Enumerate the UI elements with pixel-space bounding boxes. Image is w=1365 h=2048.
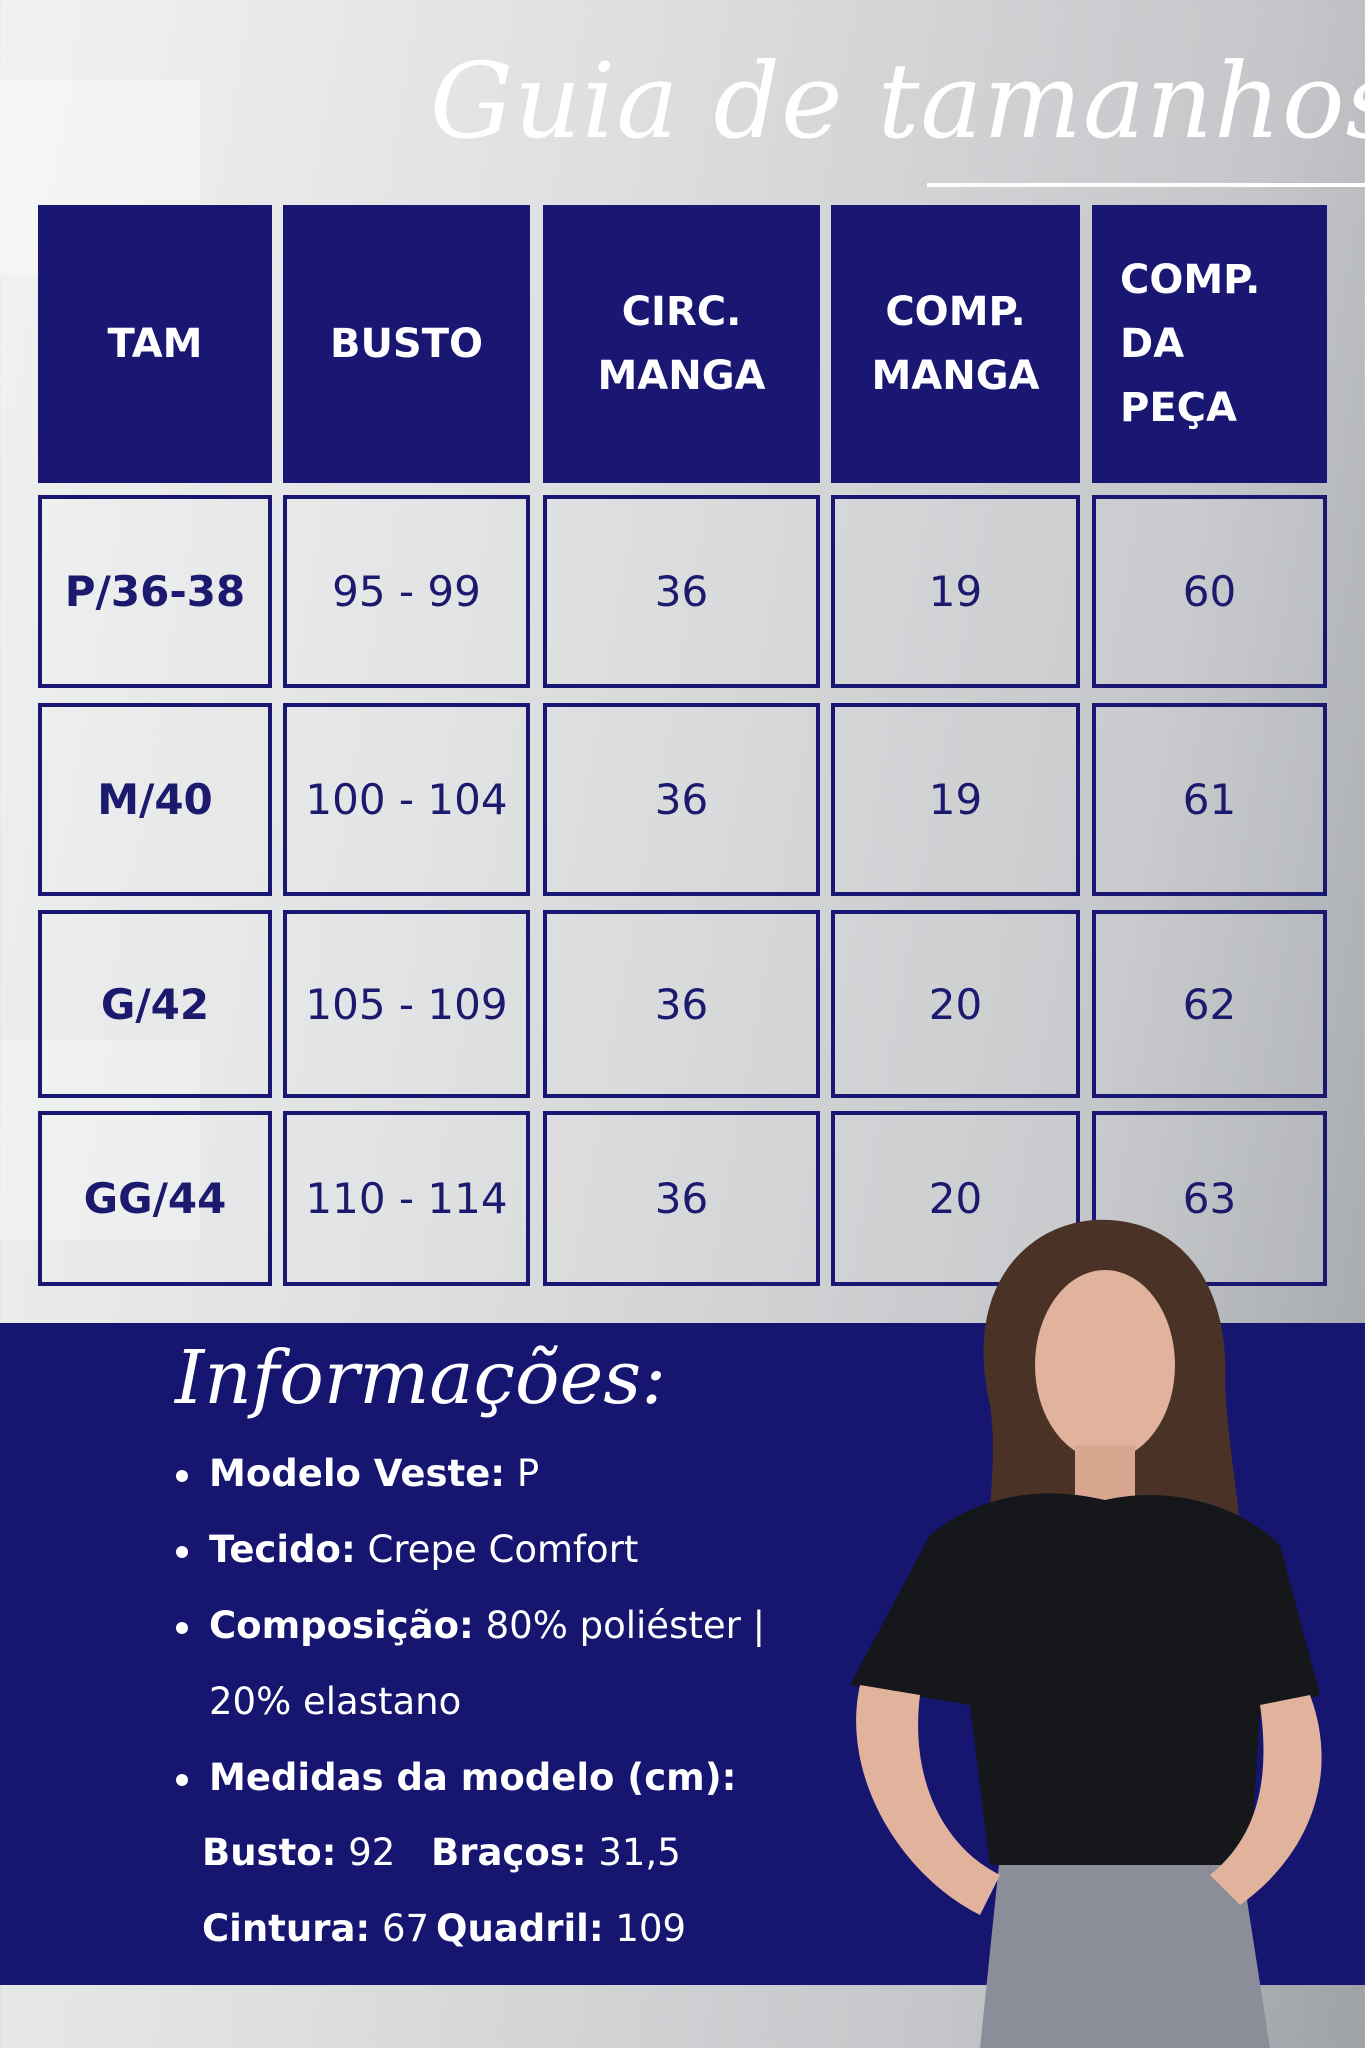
cell-comp-manga: 20 <box>831 1111 1080 1286</box>
medidas-heading: Medidas da modelo (cm): <box>209 1756 736 1799</box>
cell-comp-manga: 19 <box>831 703 1080 896</box>
pants <box>980 1855 1270 2048</box>
info-title: Informações: <box>175 1335 667 1421</box>
header-line: COMP. <box>1120 257 1261 303</box>
label: Modelo Veste: <box>209 1452 506 1495</box>
header-label: BUSTO <box>330 312 483 376</box>
value: 92 <box>336 1831 396 1874</box>
header-label: TAM <box>108 312 203 376</box>
header-label: COMP. MANGA <box>871 280 1039 408</box>
bullet-icon <box>176 1622 188 1634</box>
cell-circ-manga: 36 <box>543 1111 820 1286</box>
bullet-icon <box>176 1470 188 1482</box>
cell-circ-manga: 36 <box>543 703 820 896</box>
header-line: MANGA <box>597 353 766 399</box>
header-tam: TAM <box>38 205 272 483</box>
bullet-icon <box>176 1546 188 1558</box>
cell-tam: P/36-38 <box>38 495 272 688</box>
page-title: Guia de tamanhos <box>430 40 1365 162</box>
header-line: PEÇA <box>1120 385 1237 431</box>
cell-comp-peca: 60 <box>1092 495 1327 688</box>
value: P <box>505 1452 540 1495</box>
value: Crepe Comfort <box>355 1528 639 1571</box>
header-line: DA <box>1120 321 1185 367</box>
header-line: BUSTO <box>329 321 484 367</box>
value: 80% poliéster | <box>473 1604 766 1647</box>
label: Busto: <box>202 1831 337 1874</box>
composicao: Composição: 80% poliéster | <box>209 1604 765 1647</box>
cintura-measure: Cintura: 67 <box>202 1907 429 1950</box>
busto-measure: Busto: 92 <box>202 1831 395 1874</box>
header-comp-manga: COMP. MANGA <box>831 205 1080 483</box>
blouse <box>850 1493 1320 1865</box>
cell-busto: 110 - 114 <box>283 1111 530 1286</box>
modelo-veste: Modelo Veste: P <box>209 1452 539 1495</box>
bracos-measure: Braços: 31,5 <box>431 1831 681 1874</box>
background-decoration <box>0 1040 200 1240</box>
label: Composição: <box>209 1604 474 1647</box>
composicao-cont: 20% elastano <box>209 1680 462 1723</box>
header-line: TAM <box>107 321 203 367</box>
header-line: CIRC. <box>621 289 742 335</box>
quadril-measure: Quadril: 109 <box>436 1907 686 1950</box>
title-underline <box>927 183 1365 187</box>
model-photo <box>850 1219 1322 2048</box>
header-comp-peca: COMP. DA PEÇA <box>1092 205 1327 483</box>
arm <box>1210 1695 1322 1905</box>
cell-busto: 100 - 104 <box>283 703 530 896</box>
face <box>1035 1270 1175 1460</box>
tecido: Tecido: Crepe Comfort <box>209 1528 638 1571</box>
bullet-icon <box>176 1774 188 1786</box>
value: 67 <box>370 1907 430 1950</box>
header-line: MANGA <box>871 353 1040 399</box>
label: Braços: <box>431 1831 587 1874</box>
cell-tam: GG/44 <box>38 1111 272 1286</box>
cell-busto: 95 - 99 <box>283 495 530 688</box>
label: Tecido: <box>209 1528 356 1571</box>
cell-circ-manga: 36 <box>543 910 820 1098</box>
cell-tam: G/42 <box>38 910 272 1098</box>
header-label: COMP. DA PEÇA <box>1120 248 1260 440</box>
label: Cintura: <box>202 1907 371 1950</box>
arm <box>856 1685 1000 1915</box>
cell-busto: 105 - 109 <box>283 910 530 1098</box>
cell-comp-manga: 20 <box>831 910 1080 1098</box>
cell-comp-peca: 61 <box>1092 703 1327 896</box>
value: 31,5 <box>586 1831 681 1874</box>
cell-circ-manga: 36 <box>543 495 820 688</box>
label: Medidas da modelo (cm): <box>209 1756 737 1799</box>
cell-comp-peca: 62 <box>1092 910 1327 1098</box>
header-line: COMP. <box>885 289 1026 335</box>
cell-tam: M/40 <box>38 703 272 896</box>
cell-comp-manga: 19 <box>831 495 1080 688</box>
header-label: CIRC. MANGA <box>597 280 765 408</box>
value: 109 <box>603 1907 687 1950</box>
header-circ-manga: CIRC. MANGA <box>543 205 820 483</box>
header-busto: BUSTO <box>283 205 530 483</box>
label: Quadril: <box>436 1907 604 1950</box>
